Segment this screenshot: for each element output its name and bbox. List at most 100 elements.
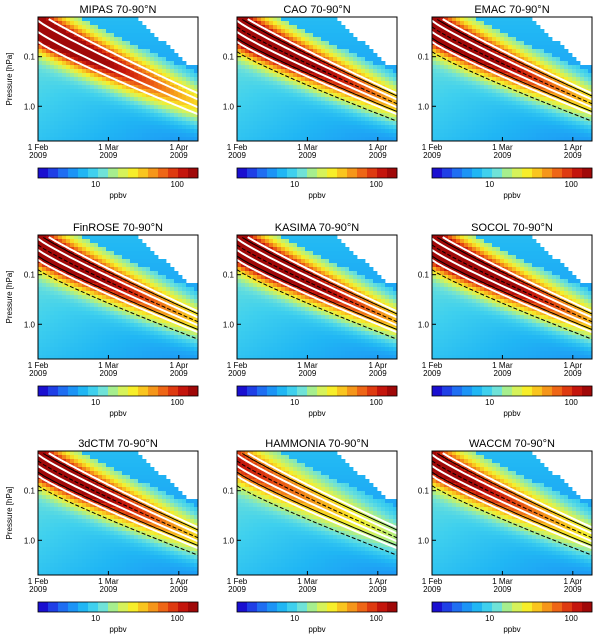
colorbar-tick-label: 100 bbox=[370, 180, 384, 189]
contour-line bbox=[432, 37, 592, 113]
contour-line bbox=[38, 237, 198, 319]
y-tick-label: 0.1 bbox=[24, 487, 36, 496]
colorbar-swatch bbox=[347, 168, 358, 178]
contour-line bbox=[247, 236, 397, 313]
heatmap-field bbox=[237, 235, 397, 359]
colorbar: 10 100 ppbv bbox=[431, 167, 593, 200]
colorbar-swatch bbox=[237, 386, 248, 396]
x-tick-label: 2009 bbox=[299, 151, 317, 160]
x-tick-label: 2009 bbox=[299, 585, 317, 594]
x-tick-label: 2009 bbox=[228, 369, 246, 378]
colorbar-swatch bbox=[357, 168, 368, 178]
colorbar-swatch bbox=[98, 386, 109, 396]
x-tick-label: 2009 bbox=[100, 369, 118, 378]
colorbar-swatch bbox=[98, 602, 109, 612]
contour-line bbox=[432, 485, 592, 556]
colorbar-tick-label: 10 bbox=[485, 398, 494, 407]
x-tick-label: 2009 bbox=[170, 151, 188, 160]
colorbar-unit: ppbv bbox=[503, 409, 520, 418]
colorbar-swatch bbox=[512, 168, 523, 178]
colorbar-swatch bbox=[572, 386, 583, 396]
colorbar-swatch bbox=[367, 602, 378, 612]
colorbar-swatch bbox=[168, 168, 179, 178]
panel-title: EMAC 70-90°N bbox=[474, 4, 549, 16]
x-tick-label: 1 Feb bbox=[28, 577, 49, 586]
colorbar-frame bbox=[236, 385, 398, 397]
plot-frame bbox=[236, 234, 398, 360]
colorbar-swatch bbox=[337, 168, 348, 178]
colorbar-unit: ppbv bbox=[109, 191, 126, 200]
colorbar-swatch bbox=[118, 602, 129, 612]
colorbar-swatch bbox=[277, 602, 288, 612]
contour-line bbox=[38, 249, 198, 327]
colorbar-swatch bbox=[492, 168, 503, 178]
panel-title: CAO 70-90°N bbox=[283, 4, 350, 16]
x-tick-label: 2009 bbox=[564, 585, 582, 594]
contour-line bbox=[237, 244, 397, 323]
x-tick-label: 2009 bbox=[170, 369, 188, 378]
contour-line bbox=[432, 31, 592, 109]
colorbar-swatch bbox=[387, 168, 398, 178]
contour-line bbox=[48, 452, 198, 529]
x-tick-label: 2009 bbox=[369, 585, 387, 594]
x-tick-label: 2009 bbox=[100, 151, 118, 160]
colorbar-swatch bbox=[78, 168, 89, 178]
plot-frame bbox=[37, 16, 199, 142]
colorbar: 10 100 ppbv bbox=[37, 167, 199, 200]
plot-frame bbox=[236, 450, 398, 576]
colorbar-swatch bbox=[462, 602, 473, 612]
x-tick-label: 1 Apr bbox=[169, 143, 188, 152]
colorbar-swatch bbox=[297, 602, 308, 612]
x-tick-label: 2009 bbox=[299, 369, 317, 378]
colorbar-swatch bbox=[432, 386, 443, 396]
x-tick-label: 1 Apr bbox=[169, 361, 188, 370]
contour-line bbox=[237, 19, 397, 101]
colorbar: 10 100 ppbv bbox=[236, 385, 398, 418]
contour-line bbox=[437, 237, 592, 315]
colorbar-swatch bbox=[128, 386, 139, 396]
colorbar-swatch bbox=[178, 602, 189, 612]
colorbar-swatch bbox=[357, 386, 368, 396]
colorbar-unit: ppbv bbox=[308, 409, 325, 418]
contour-line bbox=[43, 237, 198, 315]
colorbar-unit: ppbv bbox=[503, 191, 520, 200]
colorbar-tick-label: 100 bbox=[171, 180, 185, 189]
y-tick-label: 0.1 bbox=[24, 271, 36, 280]
colorbar-swatch bbox=[68, 386, 79, 396]
x-tick-label: 1 Mar bbox=[98, 361, 119, 370]
colorbar-swatch bbox=[562, 386, 573, 396]
colorbar-swatch bbox=[138, 168, 149, 178]
colorbar-tick-label: 10 bbox=[91, 398, 100, 407]
contour-line bbox=[437, 19, 592, 97]
x-tick-label: 1 Feb bbox=[28, 143, 49, 152]
contour-line bbox=[432, 249, 592, 327]
contour-line bbox=[237, 258, 397, 334]
colorbar-swatch bbox=[327, 168, 338, 178]
panel-title: WACCM 70-90°N bbox=[469, 438, 555, 450]
contour-line bbox=[237, 255, 397, 331]
colorbar-swatch bbox=[327, 386, 338, 396]
colorbar-tick-label: 100 bbox=[565, 614, 579, 623]
colorbar-swatch bbox=[442, 602, 453, 612]
colorbar-swatch bbox=[552, 386, 563, 396]
contour-line bbox=[38, 474, 198, 550]
colorbar-tick-label: 10 bbox=[91, 180, 100, 189]
colorbar-swatch bbox=[562, 602, 573, 612]
colorbar-tick-label: 100 bbox=[171, 398, 185, 407]
colorbar: 10 100 ppbv bbox=[236, 601, 398, 634]
heatmap-field bbox=[237, 451, 397, 575]
colorbar-swatch bbox=[158, 602, 169, 612]
x-tick-label: 2009 bbox=[170, 585, 188, 594]
colorbar-unit: ppbv bbox=[308, 191, 325, 200]
colorbar-frame bbox=[37, 601, 199, 613]
y-tick-label: 1.0 bbox=[418, 536, 430, 545]
contour-line bbox=[48, 236, 198, 313]
x-tick-label: 1 Feb bbox=[422, 361, 443, 370]
colorbar-swatch bbox=[307, 386, 318, 396]
colorbar-swatch bbox=[562, 168, 573, 178]
colorbar-frame bbox=[431, 167, 593, 179]
